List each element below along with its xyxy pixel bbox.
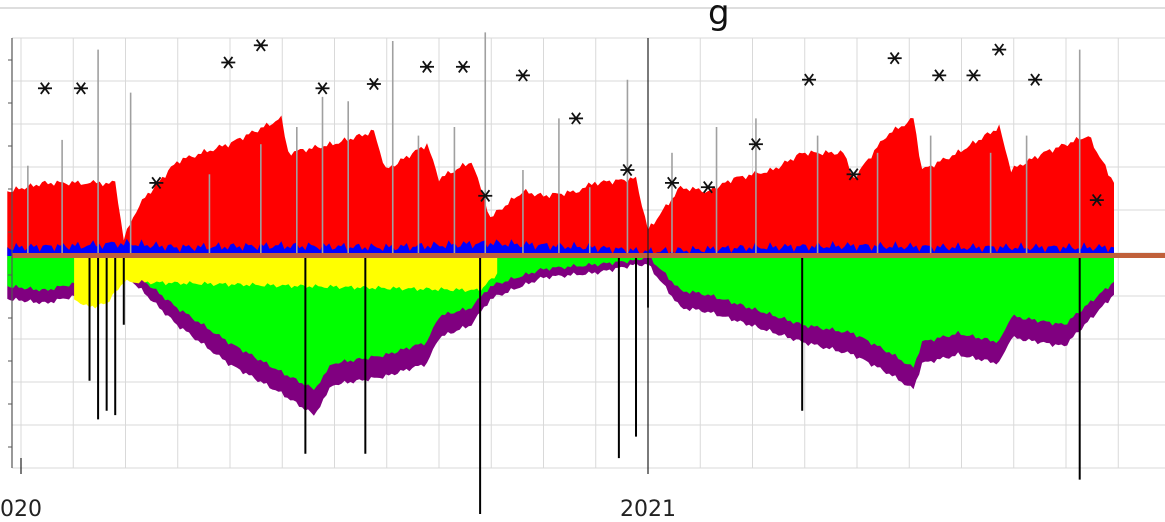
chart-title-fragment: g [708, 0, 730, 33]
marker-stroke [848, 168, 859, 181]
asterisk-marker [515, 69, 530, 82]
area-00ff00 [7, 256, 1114, 390]
marker-stroke [994, 43, 1005, 56]
asterisk-marker [620, 163, 635, 177]
marker-stroke [667, 176, 677, 190]
marker-stroke [223, 56, 234, 69]
asterisk-marker [315, 82, 330, 95]
baseline [12, 253, 1165, 258]
marker-series [37, 39, 1104, 207]
marker-stroke [968, 69, 979, 82]
marker-stroke [422, 60, 432, 73]
asterisk-marker [366, 77, 381, 91]
area-ff0000 [7, 115, 1114, 256]
asterisk-marker [664, 176, 679, 190]
x-tick-labels: 020 2021 [0, 497, 676, 522]
marker-stroke [889, 52, 900, 65]
marker-stroke [518, 69, 528, 82]
asterisk-marker [569, 112, 584, 125]
asterisk-marker [846, 168, 861, 181]
area-0000ff [7, 238, 1114, 256]
asterisk-marker [221, 56, 236, 69]
x-tick-label: 020 [0, 497, 42, 518]
x-tick-label: 2021 [620, 497, 676, 518]
asterisk-marker [992, 43, 1007, 56]
area-ffff00 [74, 256, 498, 309]
marker-stroke [804, 73, 814, 86]
marker-stroke [458, 60, 468, 73]
asterisk-marker [37, 82, 52, 95]
marker-stroke [622, 163, 633, 177]
zero-baseline [12, 253, 1165, 258]
marker-stroke [751, 138, 761, 151]
marker-stroke [703, 181, 713, 194]
asterisk-marker [966, 69, 981, 82]
asterisk-marker [700, 181, 715, 194]
asterisk-marker [887, 52, 902, 65]
asterisk-marker [455, 60, 470, 73]
marker-stroke [151, 176, 162, 190]
marker-stroke [571, 112, 581, 125]
marker-stroke [934, 69, 945, 82]
asterisk-marker [802, 73, 817, 86]
asterisk-marker [1028, 73, 1043, 86]
marker-stroke [368, 77, 379, 91]
asterisk-marker [748, 138, 763, 151]
marker-stroke [480, 189, 491, 202]
asterisk-marker [932, 69, 947, 82]
asterisk-marker [1089, 193, 1104, 207]
marker-stroke [76, 82, 86, 95]
asterisk-marker [73, 82, 88, 95]
asterisk-marker [478, 189, 493, 202]
asterisk-marker [253, 39, 268, 52]
marker-stroke [1091, 193, 1102, 207]
asterisk-marker [420, 60, 435, 73]
axes [0, 7, 1165, 474]
marker-stroke [255, 39, 266, 52]
area-series [7, 115, 1114, 416]
marker-stroke [40, 82, 50, 95]
spike-series [27, 32, 1081, 514]
marker-stroke [1030, 73, 1041, 86]
marker-stroke [317, 82, 328, 95]
asterisk-marker [149, 176, 164, 190]
